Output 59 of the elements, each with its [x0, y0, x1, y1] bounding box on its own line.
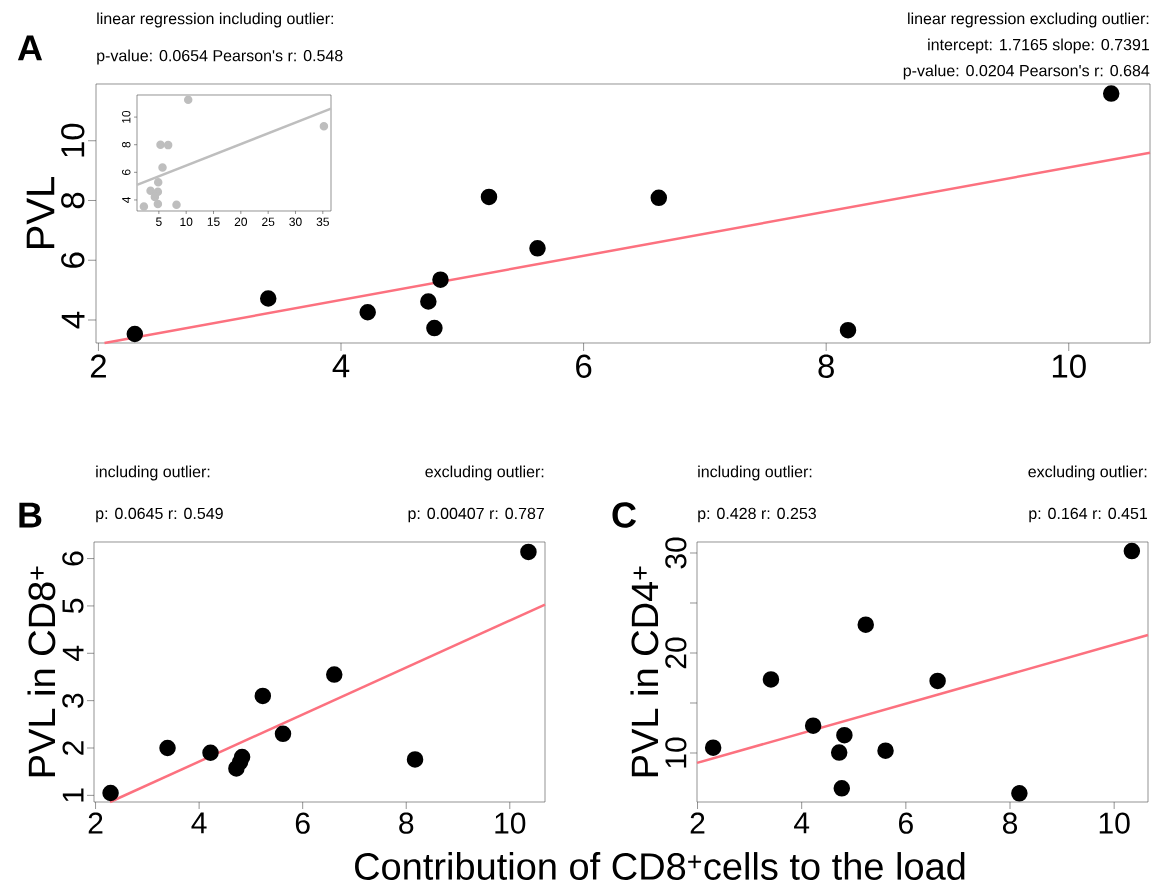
- y-tick-label: 10: [665, 737, 687, 768]
- y-tick-label: 4: [62, 645, 84, 661]
- y-tick-label: 2: [62, 741, 84, 755]
- text: excluding outlier:: [1028, 465, 1147, 481]
- x-tick-label: 4: [794, 812, 810, 834]
- text: p: 0.0645 r: 0.549: [96, 507, 223, 523]
- y-tick-label: 3: [62, 693, 84, 708]
- x-tick-label: 15: [207, 217, 220, 226]
- text: p: 0.164 r: 0.451: [1029, 507, 1147, 523]
- text: p-value: 0.0654 Pearson's r: 0.548: [97, 49, 343, 65]
- text: p-value: 0.0204 Pearson's r: 0.684: [903, 64, 1150, 80]
- x-tick-label: 25: [262, 217, 275, 227]
- x-tick-label: 4: [332, 354, 350, 378]
- x-tick-label: 10: [180, 217, 193, 227]
- y-tick-label: 10: [121, 110, 131, 123]
- x-tick-label: 6: [576, 354, 592, 378]
- x-tick-label: 2: [690, 812, 705, 834]
- y-tick-label: 6: [62, 551, 84, 566]
- text: linear regression excluding outlier:: [908, 12, 1149, 28]
- chart-title: C: [612, 502, 637, 528]
- x-tick-label: 20: [234, 217, 248, 227]
- x-tick-label: 2: [88, 812, 103, 834]
- x-tick-label: 6: [295, 812, 310, 834]
- x-tick-label: 2: [90, 354, 106, 378]
- x-axis-title: Contribution of CD8$^{+}$cells to the load: [355, 852, 965, 880]
- y-tick-label: 8: [121, 141, 131, 148]
- chart-title: B: [19, 502, 42, 528]
- y-tick-label: 4: [122, 196, 131, 203]
- text: excluding outlier:: [425, 465, 544, 481]
- x-tick-label: 30: [289, 217, 302, 227]
- x-tick-label: 8: [1002, 812, 1018, 834]
- x-tick-label: 10: [1052, 354, 1086, 378]
- text: p: 0.00407 r: 0.787: [408, 507, 544, 523]
- chart-title: A: [17, 35, 43, 61]
- text: p: 0.428 r: 0.253: [698, 507, 816, 523]
- x-tick-label: 8: [399, 812, 414, 834]
- text: including outlier:: [698, 465, 812, 481]
- x-tick-label: 5: [156, 217, 162, 226]
- x-tick-label: 6: [899, 812, 913, 834]
- x-tick-label: 8: [818, 354, 834, 378]
- y-axis-title: PVL in CD4$^{+}$: [630, 566, 659, 777]
- y-tick-label: 6: [61, 252, 85, 268]
- x-tick-label: 35: [316, 217, 329, 227]
- y-tick-label: 30: [665, 537, 687, 569]
- text: including outlier:: [96, 465, 210, 481]
- x-tick-label: 10: [1099, 812, 1130, 834]
- x-tick-label: 10: [495, 812, 526, 834]
- y-tick-label: 8: [61, 192, 85, 209]
- y-tick-label: 10: [61, 123, 85, 157]
- x-tick-label: 4: [191, 812, 207, 834]
- text: intercept: 1.7165 slope: 0.7391: [928, 38, 1149, 54]
- text: linear regression including outlier:: [97, 12, 334, 28]
- y-axis-title: PVL: [26, 177, 55, 249]
- y-tick-label: 5: [62, 598, 84, 614]
- y-tick-label: 4: [61, 311, 85, 329]
- y-axis-title: PVL in CD8$^{+}$: [27, 566, 56, 777]
- y-tick-label: 20: [665, 637, 687, 669]
- y-tick-label: 6: [121, 169, 131, 176]
- y-tick-label: 1: [62, 788, 84, 802]
